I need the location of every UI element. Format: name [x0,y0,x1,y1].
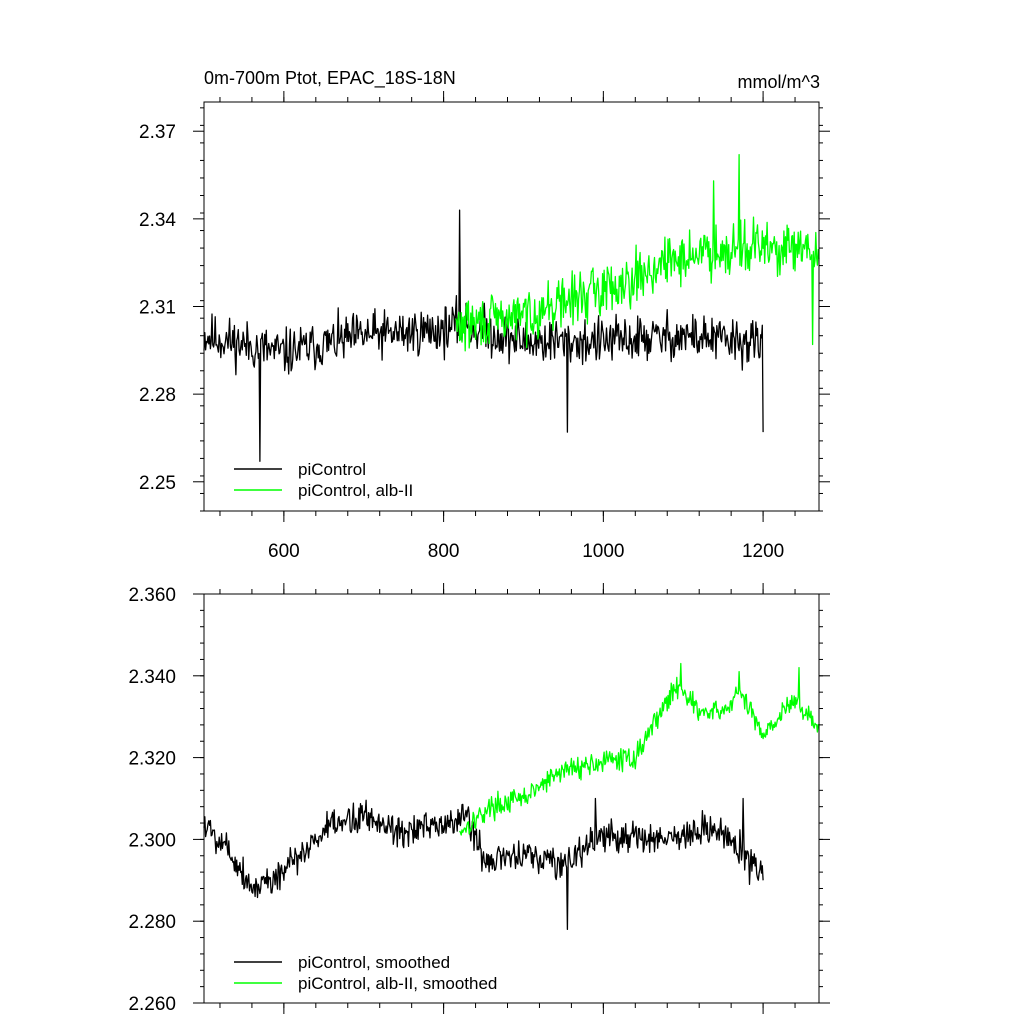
top-plot-frame [203,101,820,512]
y-tick-label: 2.31 [139,298,176,319]
legend-label-picontrol: piControl [298,460,366,479]
x-tick-label: 1200 [742,541,784,562]
bottom-legend: piControl, smoothed piControl, alb-II, s… [234,953,497,993]
top-panel-units: mmol/m^3 [738,72,820,92]
series-line-picontrol-alb-ii [455,153,820,352]
top-panel: 0m-700m Ptot, EPAC_18S-18N mmol/m^3 2.25… [139,68,830,562]
top-series-layer [203,153,820,462]
series-line-picontrol-alb-ii-smoothed [459,662,820,836]
y-tick-label: 2.360 [128,585,176,606]
y-tick-label: 2.28 [139,385,176,406]
bottom-series-layer [203,662,820,931]
y-tick-label: 2.300 [128,830,176,851]
y-tick-label: 2.25 [139,473,176,494]
legend-label-picontrol-alb-ii-smoothed: piControl, alb-II, smoothed [298,974,497,993]
x-tick-label: 800 [428,541,460,562]
y-tick-label: 2.340 [128,667,176,688]
y-tick-label: 2.260 [128,994,176,1015]
y-tick-label: 2.37 [139,122,176,143]
bottom-plot-frame [203,593,820,1004]
y-tick-label: 2.34 [139,210,176,231]
top-ticks-layer: 2.25 2.28 2.31 2.34 2.37 600 800 1000 1200 [139,91,830,562]
y-tick-label: 2.280 [128,912,176,933]
series-line-picontrol-smoothed [203,797,764,931]
top-panel-title: 0m-700m Ptot, EPAC_18S-18N [204,68,456,89]
top-legend: piControl piControl, alb-II [234,460,413,500]
bottom-ticks-layer: 2.260 2.280 2.300 2.320 2.340 2.360 [128,583,830,1015]
bottom-panel: 2.260 2.280 2.300 2.320 2.340 2.360 piControl… [128,583,830,1015]
x-tick-label: 600 [268,541,300,562]
x-tick-label: 1000 [582,541,624,562]
legend-label-picontrol-alb-ii: piControl, alb-II [298,481,413,500]
y-tick-label: 2.320 [128,749,176,770]
legend-label-picontrol-smoothed: piControl, smoothed [298,953,450,972]
